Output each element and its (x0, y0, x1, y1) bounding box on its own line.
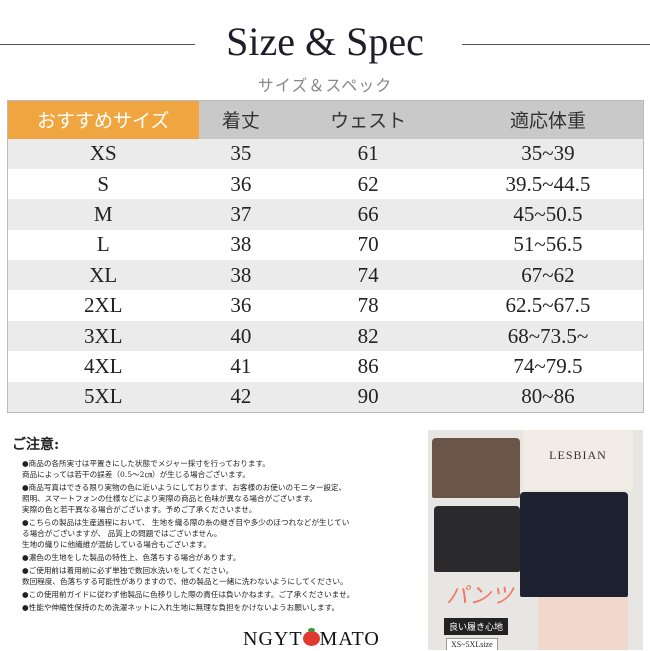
cell-waist: 90 (283, 381, 453, 413)
note-item: ●性能や伸縮性保持のため洗濯ネットに入れ生地に無理な負担をかけないようお願いしま… (22, 603, 340, 612)
table-row: 2XL 36 78 62.5~67.5 (7, 290, 644, 321)
note-item: ●こちらの製品は生産過程において、 生地を織る際の糸の継ぎ目や多少のほつれなどが… (22, 518, 350, 549)
brand-logo: NGYT MATO (243, 628, 380, 651)
cell-waist: 62 (283, 168, 453, 200)
note-item: ●この使用前ガイドに従わず他製品に色移りした際の責任は負いかねます。ご了承くださ… (22, 590, 355, 599)
cell-length: 41 (198, 351, 284, 382)
table-row: 5XL 42 90 80~86 (7, 381, 644, 413)
cell-waist: 82 (283, 320, 453, 352)
product-photo: LESBIAN パンツ 良い履き心地 XS~5XLsize (428, 430, 643, 650)
logo-text-right: MATO (319, 628, 380, 650)
cell-weight: 45~50.5 (452, 199, 644, 230)
cell-length: 36 (198, 168, 284, 200)
cell-size: 5XL (7, 381, 199, 413)
cell-size: XS (7, 138, 199, 169)
comfort-badge: 良い履き心地 (444, 618, 509, 635)
page-subtitle: サイズ＆スペック (257, 76, 393, 95)
size-range-badge: XS~5XLsize (446, 638, 498, 650)
note-item: ●商品写真はできる限り実物の色に近いようにしております、お客様のお使いのモニター… (22, 483, 347, 514)
note-item: ●商品の各所実寸は平置きにした状態でメジャー採寸を行っております。 商品によって… (22, 459, 270, 479)
note-item: ●ご使用前は着用前に必ず単独で数回水洗いをしてください。 数回程度、色落ちする可… (22, 566, 348, 586)
cell-length: 38 (198, 229, 284, 261)
cell-waist: 70 (283, 229, 453, 261)
cell-weight: 74~79.5 (452, 351, 644, 382)
shirt-text: LESBIAN (549, 448, 607, 462)
column-header-length: 着丈 (198, 100, 284, 139)
cell-weight: 51~56.5 (452, 229, 644, 261)
cell-size: XL (7, 260, 199, 291)
table-row: L 38 70 51~56.5 (7, 229, 644, 261)
model-shirt: LESBIAN (523, 430, 633, 490)
cell-length: 35 (198, 138, 284, 169)
cell-weight: 62.5~67.5 (452, 290, 644, 321)
note-item: ●濃色の生地をした製品の特性上、色落ちする場合があります。 (22, 553, 241, 562)
title-rule-right (462, 44, 650, 45)
cell-weight: 67~62 (452, 260, 644, 291)
cell-waist: 86 (283, 351, 453, 382)
cell-weight: 39.5~44.5 (452, 168, 644, 200)
table-row: 3XL 40 82 68~73.5~ (7, 320, 644, 352)
pants-label: パンツ (446, 583, 514, 608)
page-title: Size & Spec (226, 19, 424, 64)
cell-waist: 74 (283, 260, 453, 291)
black-shorts-worn (520, 492, 628, 597)
table-row: XL 38 74 67~62 (7, 260, 644, 291)
title-rule-left (0, 44, 195, 45)
logo-text-left: NGYT (243, 628, 303, 650)
model-legs (538, 590, 628, 650)
cell-length: 36 (198, 290, 284, 321)
table-header-row: おすすめサイズ 着丈 ウェスト 適応体重 (7, 100, 644, 139)
cell-size: 3XL (7, 320, 199, 352)
cell-waist: 78 (283, 290, 453, 321)
column-header-waist: ウェスト (283, 100, 453, 139)
cell-weight: 80~86 (452, 381, 644, 413)
cell-size: M (7, 199, 199, 230)
cell-weight: 35~39 (452, 138, 644, 169)
cell-size: L (7, 229, 199, 261)
size-table: おすすめサイズ 着丈 ウェスト 適応体重 XS 35 61 35~39 S 36 62 39.… (7, 100, 644, 413)
cell-length: 42 (198, 381, 284, 413)
cell-weight: 68~73.5~ (452, 320, 644, 352)
cell-size: 2XL (7, 290, 199, 321)
column-header-size: おすすめサイズ (7, 100, 199, 139)
column-header-weight: 適応体重 (452, 100, 644, 139)
table-row: XS 35 61 35~39 (7, 138, 644, 169)
cell-waist: 66 (283, 199, 453, 230)
cell-length: 37 (198, 199, 284, 230)
cell-waist: 61 (283, 138, 453, 169)
cell-size: S (7, 168, 199, 200)
cell-length: 40 (198, 320, 284, 352)
notes-title: ご注意: (12, 437, 60, 453)
table-row: M 37 66 45~50.5 (7, 199, 644, 230)
brown-shorts (432, 438, 520, 498)
table-row: S 36 62 39.5~44.5 (7, 168, 644, 200)
black-shorts (434, 506, 520, 572)
cell-length: 38 (198, 260, 284, 291)
table-row: 4XL 41 86 74~79.5 (7, 351, 644, 382)
notes-section: ご注意: ●商品の各所実寸は平置きにした状態でメジャー採寸を行っております。 商… (12, 434, 427, 615)
cell-size: 4XL (7, 351, 199, 382)
tomato-icon (302, 628, 320, 646)
